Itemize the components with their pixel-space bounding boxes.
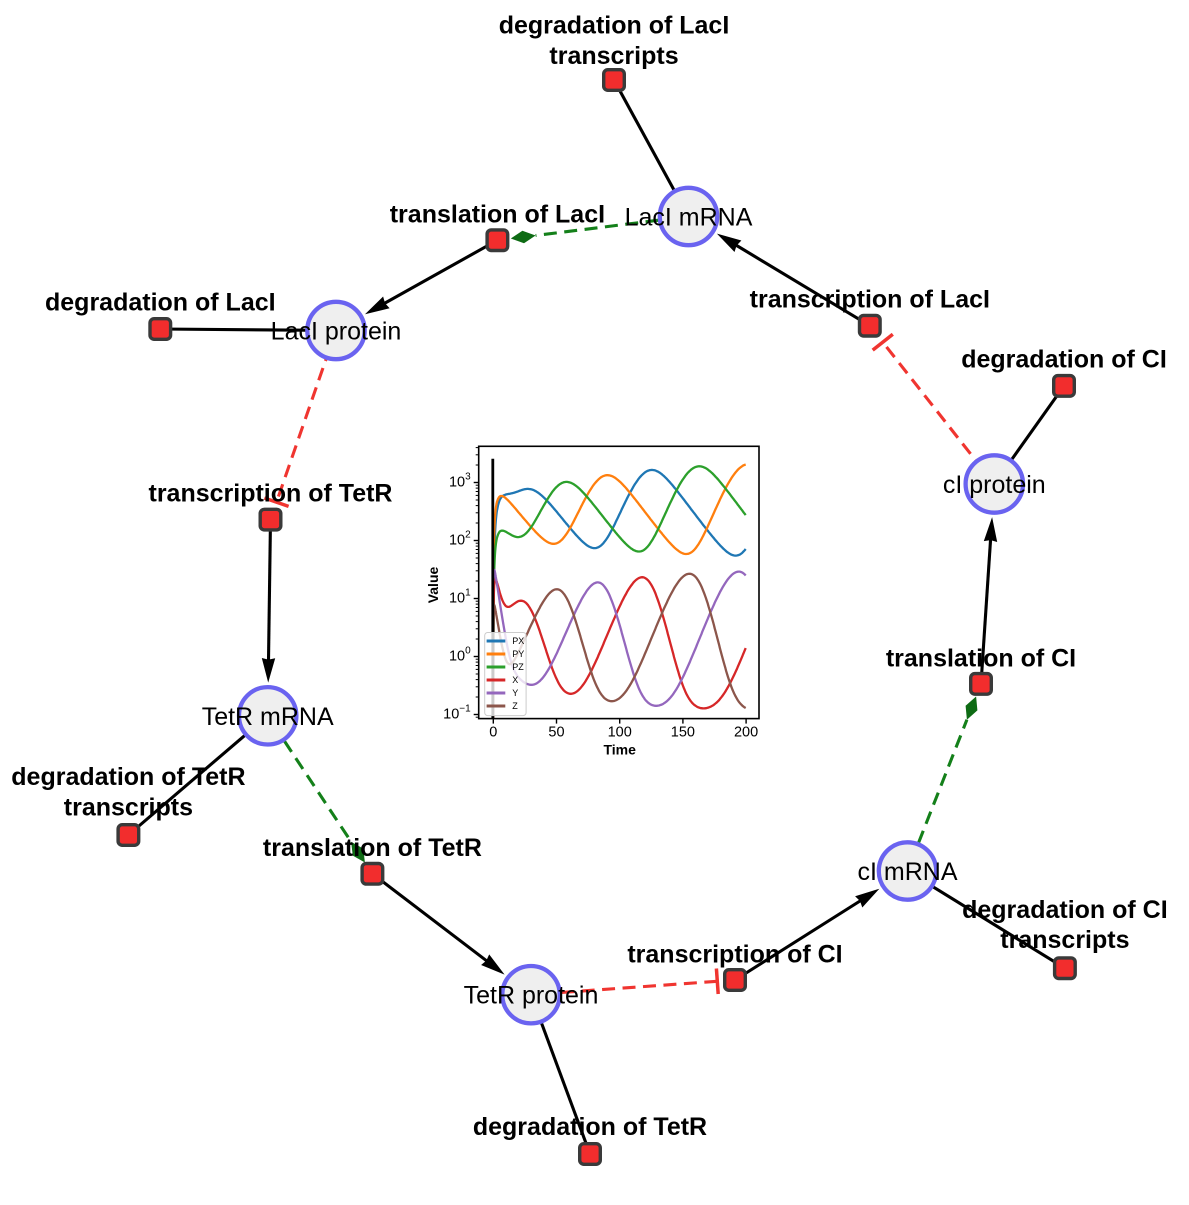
svg-text:degradation of LacI: degradation of LacI	[499, 12, 730, 40]
svg-text:translation of TetR: translation of TetR	[263, 834, 482, 862]
svg-text:translation of CI: translation of CI	[886, 644, 1076, 672]
svg-text:LacI mRNA: LacI mRNA	[625, 204, 753, 232]
svg-text:TetR mRNA: TetR mRNA	[202, 703, 334, 731]
svg-text:transcription of TetR: transcription of TetR	[149, 480, 393, 508]
svg-text:101: 101	[449, 588, 471, 607]
svg-text:50: 50	[548, 725, 564, 741]
svg-text:Y: Y	[512, 688, 518, 698]
svg-text:100: 100	[449, 646, 471, 665]
svg-text:translation of LacI: translation of LacI	[390, 201, 605, 229]
svg-text:200: 200	[734, 725, 758, 741]
svg-text:LacI protein: LacI protein	[271, 318, 402, 346]
svg-text:degradation of TetR: degradation of TetR	[11, 763, 245, 791]
svg-text:degradation of CI: degradation of CI	[962, 896, 1168, 924]
svg-text:transcripts: transcripts	[549, 42, 678, 70]
svg-text:0: 0	[489, 725, 497, 741]
svg-text:Value: Value	[425, 567, 441, 604]
svg-text:10−1: 10−1	[443, 704, 471, 723]
svg-text:degradation of TetR: degradation of TetR	[473, 1113, 707, 1141]
svg-text:TetR protein: TetR protein	[464, 982, 599, 1010]
svg-text:102: 102	[449, 530, 471, 549]
svg-text:transcripts: transcripts	[1000, 926, 1129, 954]
svg-text:103: 103	[449, 472, 471, 491]
svg-text:PX: PX	[512, 636, 524, 646]
svg-text:degradation of CI: degradation of CI	[961, 346, 1167, 374]
svg-text:X: X	[512, 675, 518, 685]
svg-text:transcription of LacI: transcription of LacI	[750, 286, 990, 314]
svg-text:Z: Z	[512, 701, 518, 711]
svg-text:cI protein: cI protein	[943, 471, 1046, 499]
svg-text:150: 150	[671, 725, 695, 741]
svg-text:transcripts: transcripts	[64, 794, 193, 822]
svg-text:Time: Time	[603, 742, 636, 758]
svg-text:PZ: PZ	[512, 662, 524, 672]
svg-text:degradation of LacI: degradation of LacI	[45, 289, 276, 317]
svg-text:transcription of CI: transcription of CI	[627, 941, 842, 969]
svg-text:100: 100	[608, 725, 632, 741]
svg-text:cI mRNA: cI mRNA	[858, 858, 958, 886]
svg-text:PY: PY	[512, 649, 524, 659]
